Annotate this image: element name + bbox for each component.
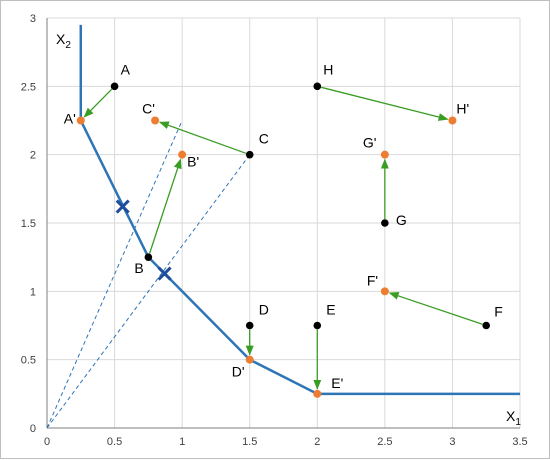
frontier-line	[79, 24, 520, 396]
points	[76, 82, 491, 398]
x-tick-label: 1	[179, 436, 185, 448]
point-label: C'	[142, 101, 155, 117]
y-tick-label: 1.5	[21, 218, 36, 230]
point-label: C	[259, 131, 269, 147]
y-axis-title-main: X	[56, 31, 66, 47]
original-point	[245, 150, 254, 159]
original-point	[144, 253, 153, 261]
x-tick-label: 2.5	[377, 436, 392, 448]
projected-point	[448, 116, 457, 125]
original-point	[381, 219, 389, 227]
original-point	[245, 321, 254, 330]
x-tick-label: 3	[449, 436, 455, 448]
y-tick-label: 2	[30, 150, 36, 162]
rays	[46, 120, 251, 429]
point-label: A'	[64, 111, 76, 127]
x-tick-label: 0	[44, 436, 50, 448]
x-tick-label: 2	[314, 436, 320, 448]
crosses	[115, 199, 172, 281]
projected-point	[380, 150, 389, 159]
y-axis-title-sub: 2	[65, 40, 71, 51]
arrow	[388, 292, 483, 325]
point-label: F	[494, 304, 503, 320]
projected-point	[380, 287, 389, 296]
y-tick-label: 2.5	[21, 81, 36, 93]
cross-marker	[115, 199, 130, 214]
x-axis-title-sub: 1	[515, 417, 521, 428]
y-axis-title: X2	[56, 31, 71, 51]
y-tick-label: 1	[30, 286, 36, 298]
point-label: B'	[187, 154, 199, 170]
projected-point	[178, 150, 187, 159]
original-point	[482, 321, 491, 330]
projected-point	[76, 116, 85, 125]
point-label: E'	[331, 375, 343, 391]
point-label: G	[396, 212, 407, 228]
point-label: G'	[363, 135, 377, 151]
tick-labels: 0 0.5 1 1.5 2 2.5 3 3.5 0 0.5 1 1.5 2 2.5 3	[21, 13, 528, 448]
projected-point	[151, 116, 160, 125]
cross-marker	[157, 266, 172, 281]
point-labels: A B C D E F G H A' B' C' D' E' F' G' H'	[64, 61, 503, 391]
original-point	[313, 82, 322, 91]
point-label: H'	[456, 101, 469, 117]
x-axis-title-main: X	[506, 408, 516, 424]
x-axis-title: X1	[506, 408, 521, 428]
x-tick-label: 0.5	[107, 436, 122, 448]
arrow	[321, 86, 449, 121]
y-tick-label: 3	[30, 13, 36, 25]
point-label: D	[259, 302, 269, 318]
x-tick-label: 3.5	[512, 436, 527, 448]
dashed-ray	[46, 154, 251, 429]
arrows	[83, 86, 483, 390]
point-label: D'	[232, 364, 245, 380]
point-label: H	[323, 61, 333, 77]
arrow	[83, 88, 113, 118]
point-label: B	[134, 260, 143, 276]
original-point	[110, 82, 119, 91]
projected-point	[313, 389, 322, 398]
arrow	[158, 121, 247, 154]
x-tick-label: 1.5	[242, 436, 257, 448]
point-label: E	[326, 302, 335, 318]
grid	[47, 17, 521, 428]
projected-point	[245, 355, 254, 364]
original-point	[313, 321, 322, 330]
axes	[46, 18, 520, 429]
arrow	[148, 158, 182, 254]
point-label: F'	[367, 272, 378, 288]
point-label: A	[121, 61, 131, 77]
y-tick-label: 0.5	[21, 355, 36, 367]
frontier	[79, 24, 520, 396]
y-tick-label: 0	[30, 423, 36, 435]
